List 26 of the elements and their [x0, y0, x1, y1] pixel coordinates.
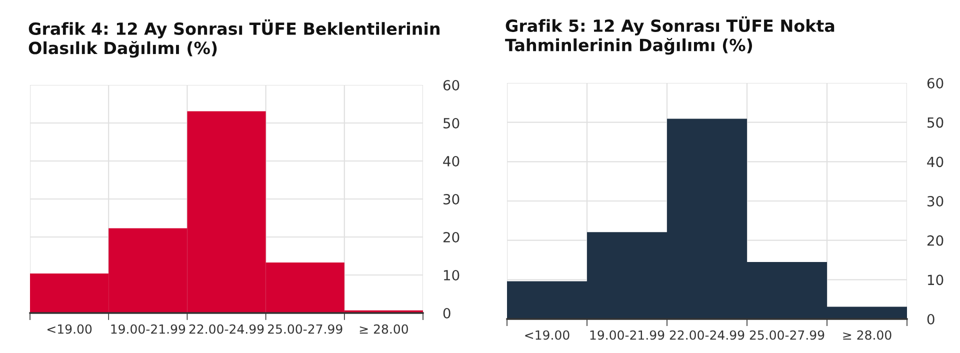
- y-tick-label: 30: [928, 196, 944, 206]
- y-tick-label: 10: [444, 270, 460, 280]
- x-tick-label: 19.00-21.99: [111, 324, 186, 334]
- x-tick-label: <19.00: [525, 330, 570, 340]
- y-tick-label: 30: [444, 194, 460, 204]
- y-tick-label: 10: [928, 274, 944, 286]
- x-tick-label: 25.00-27.99: [268, 324, 342, 334]
- y-tick-label: 50: [928, 117, 944, 128]
- y-tick-label: 0: [443, 308, 450, 318]
- x-tick-label: ≥ 28.00: [843, 330, 892, 340]
- y-tick-label: 60: [443, 80, 460, 90]
- y-tick-label: 50: [444, 118, 460, 128]
- x-tick-label: ≥ 28.00: [360, 324, 408, 334]
- x-tick-label: 22.00-24.99: [189, 324, 264, 334]
- x-tick-label: 25.00-27.99: [750, 330, 824, 340]
- x-tick-label: <19.00: [47, 324, 92, 334]
- y-tick-label: 0: [927, 314, 934, 324]
- y-tick-label: 20: [443, 232, 460, 242]
- y-tick-label: 20: [927, 235, 944, 246]
- y-tick-label: 40: [927, 156, 944, 168]
- x-tick-label: 19.00-21.99: [590, 330, 664, 340]
- x-tick-label: 22.00-24.99: [670, 330, 744, 340]
- chart-title: Grafik 5: 12 Ay Sonrası TÜFE Nokta Tahminlerinin Dağılımı (%): [505, 16, 834, 55]
- chart-title: Grafik 4: 12 Ay Sonrası TÜFE Beklentilerinin Olasılık Dağılımı (%): [28, 19, 440, 58]
- y-tick-label: 40: [443, 156, 460, 166]
- y-tick-label: 60: [927, 78, 944, 88]
